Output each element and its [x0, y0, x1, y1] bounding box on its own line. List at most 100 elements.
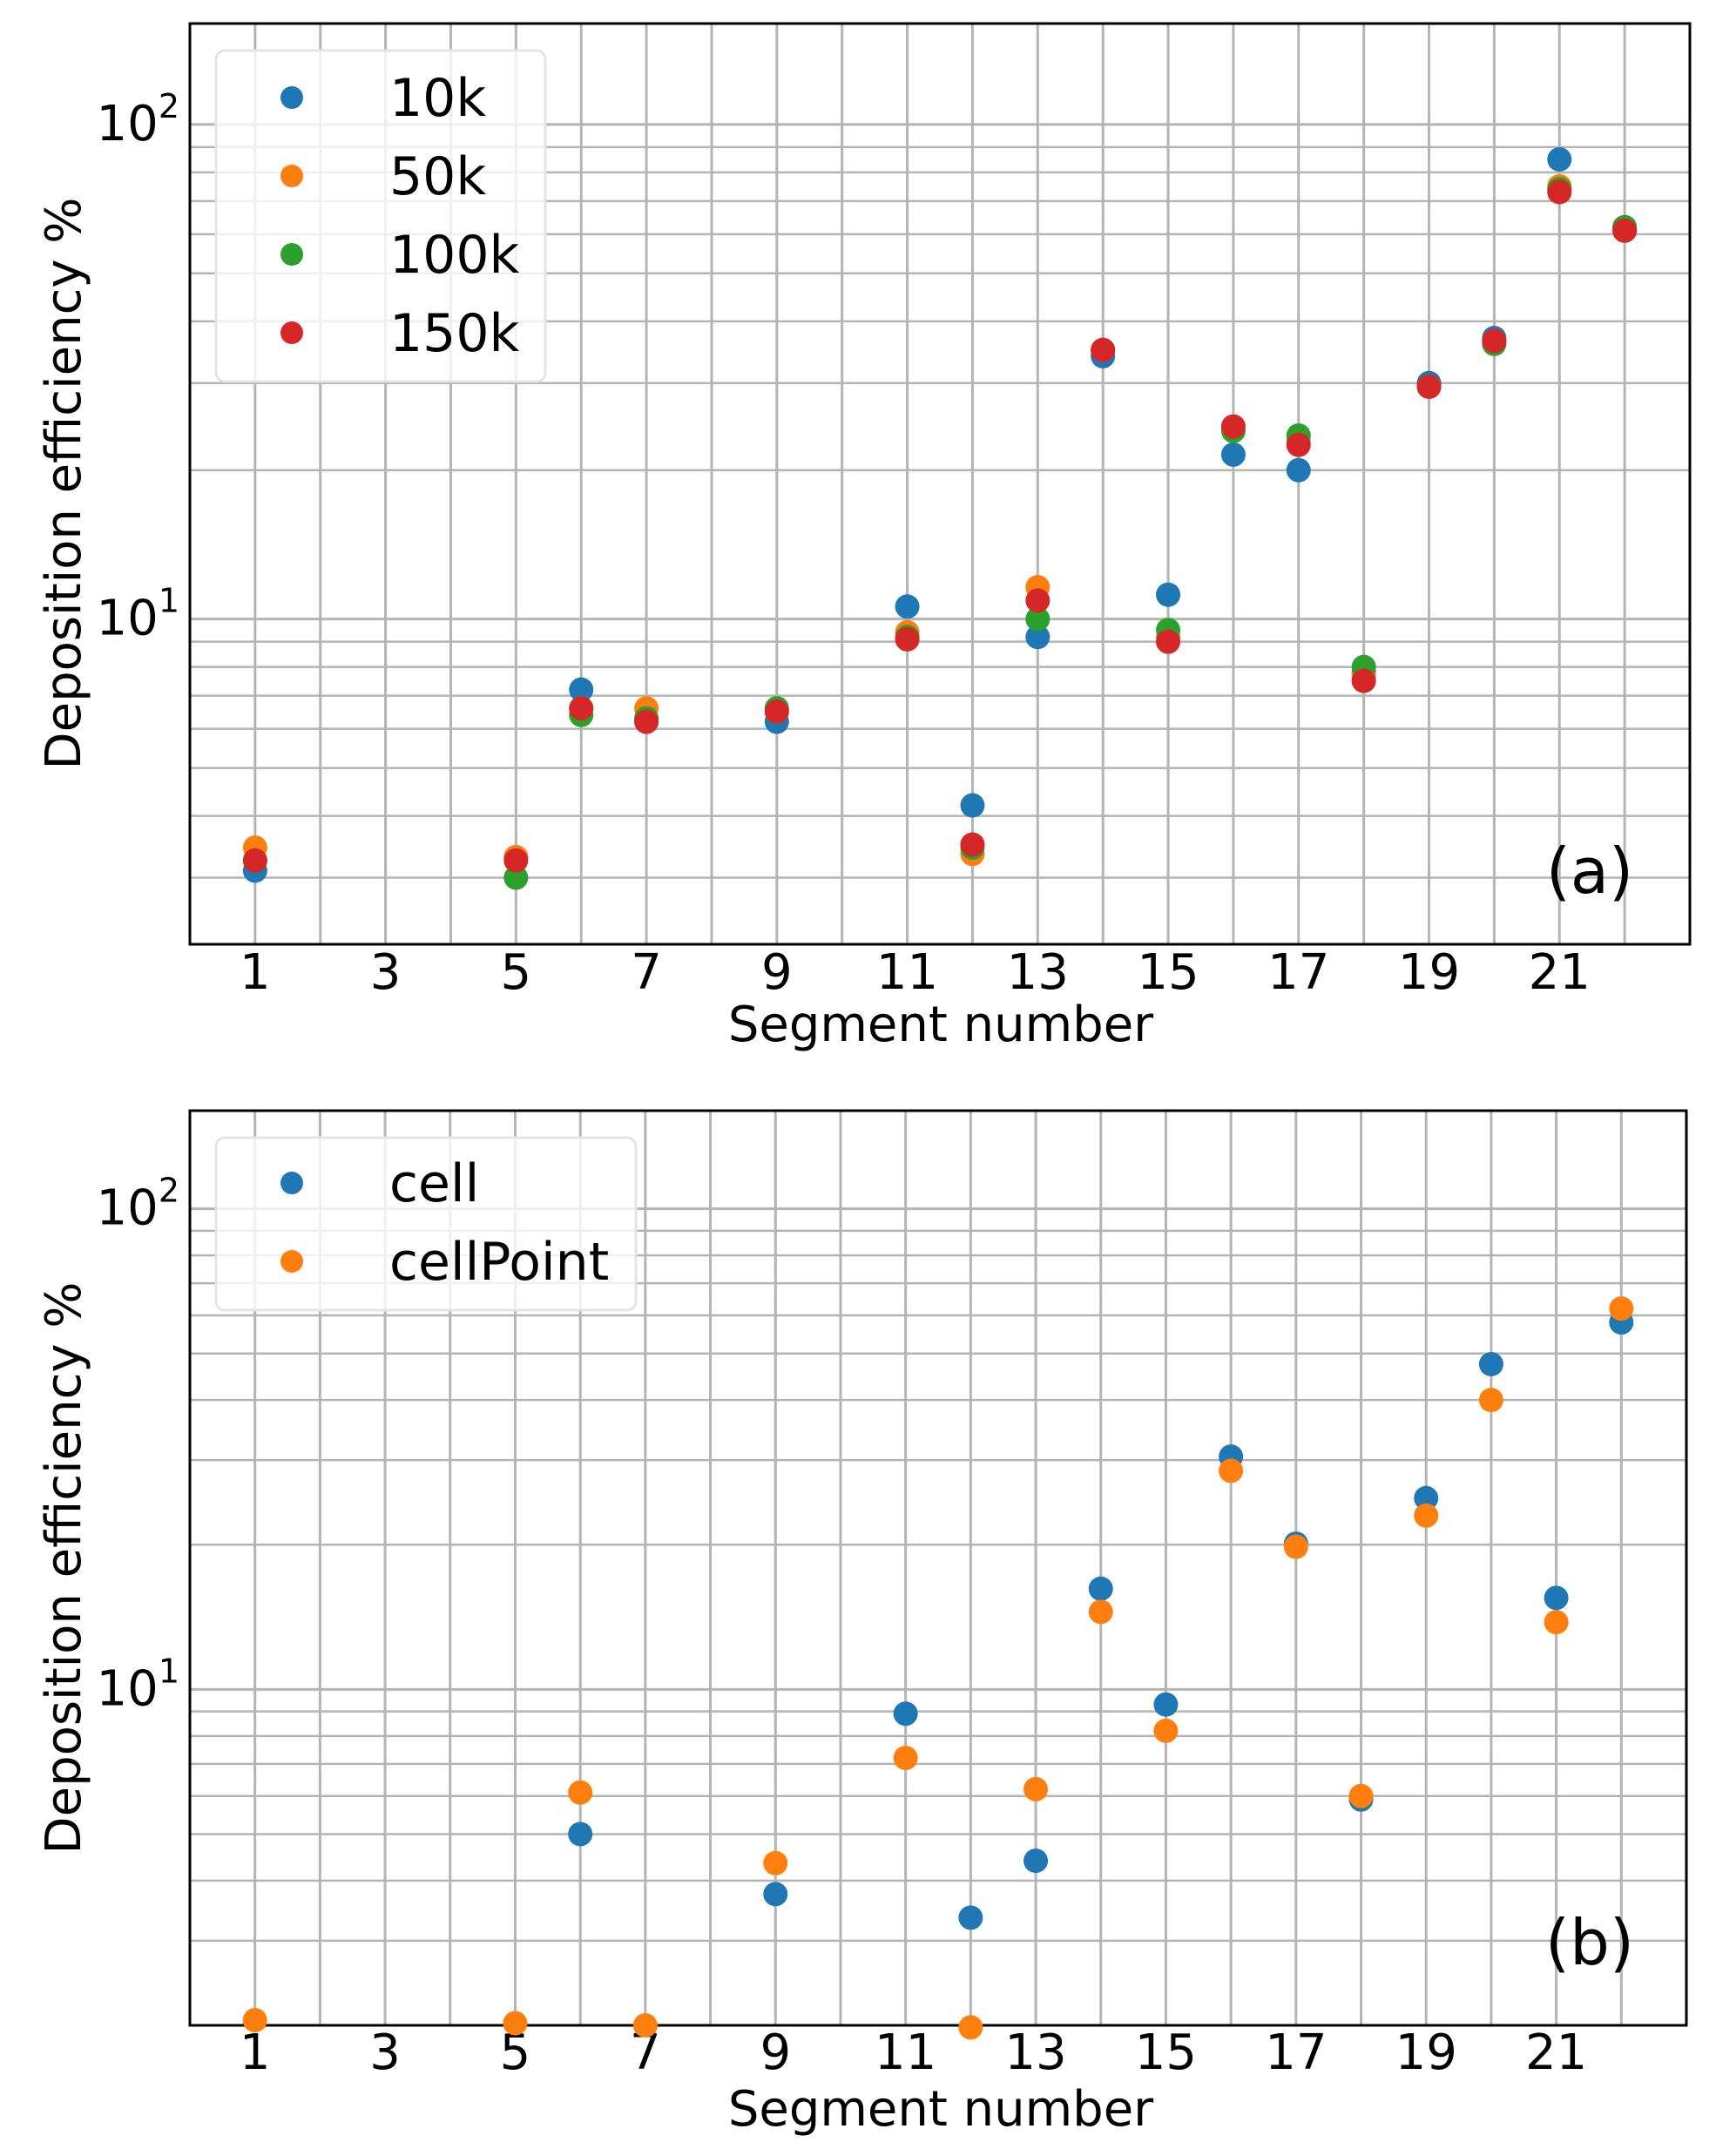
- x-tick-label: 3: [369, 2024, 401, 2081]
- x-tick-label: 21: [1525, 2024, 1587, 2081]
- series-cellPoint: [242, 1296, 1634, 2040]
- x-tick-label: 21: [1529, 944, 1591, 1001]
- data-point: [568, 1780, 593, 1805]
- data-point: [1414, 1485, 1439, 1511]
- x-tick-label: 1: [240, 2024, 271, 2081]
- x-tick-label: 19: [1398, 944, 1460, 1001]
- data-point: [1414, 1503, 1439, 1528]
- data-point: [1025, 606, 1051, 632]
- data-point: [1482, 328, 1507, 354]
- panel-a-legend: 10k 50k 100k 150k: [214, 49, 547, 383]
- data-point: [1153, 1692, 1179, 1717]
- panel-b-legend-box: [214, 1136, 638, 1312]
- data-point: [1283, 1534, 1308, 1559]
- x-tick-label: 7: [631, 944, 662, 1001]
- panel-b-label: (b): [1545, 1906, 1634, 1979]
- data-point: [1220, 442, 1246, 467]
- data-point: [1088, 1599, 1113, 1625]
- y-tick-label: 102: [97, 87, 179, 152]
- data-point: [1219, 1458, 1244, 1484]
- panel-a-grid: [190, 24, 1690, 944]
- panel-b-y-ticks: 101 102: [97, 1172, 179, 1718]
- data-point: [1478, 1351, 1503, 1376]
- panel-b-points: [242, 1296, 1634, 2040]
- data-point: [503, 2011, 528, 2036]
- x-tick-label: 9: [760, 2024, 791, 2081]
- data-point: [764, 699, 789, 724]
- panel-b-legend: cell cellPoint: [214, 1136, 638, 1312]
- data-point: [1609, 1296, 1634, 1321]
- data-point: [568, 1821, 593, 1847]
- data-point: [763, 1850, 788, 1876]
- data-point: [503, 848, 529, 873]
- data-point: [242, 848, 267, 873]
- panel-a-x-ticks: 1 3 5 7 9 11 13 15 17 19 21: [240, 944, 1591, 1001]
- data-point: [503, 865, 529, 890]
- data-point: [1544, 1610, 1569, 1635]
- data-point: [634, 709, 659, 734]
- x-tick-label: 3: [370, 944, 402, 1001]
- legend-label: cell: [389, 1153, 479, 1214]
- x-tick-label: 11: [876, 944, 938, 1001]
- panel-b-x-label: Segment number: [728, 2081, 1154, 2138]
- panel-b-x-ticks: 1 3 5 7 9 11 13 15 17 19 21: [240, 2024, 1587, 2081]
- x-tick-label: 11: [875, 2024, 936, 2081]
- data-point: [1220, 414, 1246, 439]
- panel-a-x-label: Segment number: [728, 997, 1154, 1053]
- legend-label: 100k: [389, 225, 520, 286]
- data-point: [893, 1746, 918, 1771]
- data-point: [1612, 218, 1638, 243]
- legend-marker: [280, 86, 303, 109]
- legend-marker: [280, 243, 303, 266]
- data-point: [1153, 1718, 1179, 1743]
- data-point: [1156, 629, 1181, 654]
- x-tick-label: 17: [1267, 944, 1329, 1001]
- data-point: [569, 677, 594, 702]
- panel-a-points: [242, 146, 1638, 890]
- data-point: [1547, 146, 1572, 172]
- x-tick-label: 15: [1135, 2024, 1197, 2081]
- data-point: [1351, 668, 1376, 693]
- data-point: [1091, 337, 1116, 362]
- data-point: [895, 626, 920, 652]
- data-point: [1025, 625, 1051, 650]
- data-point: [1544, 1585, 1569, 1611]
- data-point: [632, 2013, 658, 2038]
- data-point: [1024, 1776, 1049, 1801]
- panel-a-y-label: Deposition efficiency %: [36, 197, 92, 769]
- x-tick-label: 1: [240, 944, 271, 1001]
- data-point: [569, 696, 594, 721]
- panel-b-frame: [188, 1109, 1688, 2027]
- data-point: [1024, 1848, 1049, 1874]
- x-tick-label: 17: [1265, 2024, 1327, 2081]
- legend-label: cellPoint: [389, 1232, 609, 1293]
- data-point: [1286, 457, 1311, 483]
- data-point: [895, 594, 920, 619]
- legend-marker: [280, 1250, 303, 1273]
- x-tick-label: 19: [1395, 2024, 1457, 2081]
- legend-label: 10k: [389, 68, 486, 129]
- x-tick-label: 15: [1137, 944, 1199, 1001]
- x-tick-label: 9: [761, 944, 793, 1001]
- y-tick-label: 102: [97, 1172, 179, 1237]
- data-point: [1547, 179, 1572, 205]
- series-150k: [242, 179, 1638, 873]
- data-point: [1088, 1576, 1113, 1601]
- panel-b-grid: [190, 1111, 1686, 2025]
- panel-a-y-ticks: 101 102: [97, 87, 179, 647]
- data-point: [1286, 432, 1311, 457]
- data-point: [1025, 588, 1051, 613]
- legend-marker: [280, 321, 303, 344]
- data-point: [960, 832, 985, 857]
- x-tick-label: 13: [1007, 944, 1069, 1001]
- y-tick-label: 101: [97, 1652, 179, 1717]
- legend-marker: [280, 165, 303, 187]
- data-point: [958, 2015, 983, 2040]
- panel-a-legend-box: [214, 49, 547, 383]
- data-point: [958, 1905, 983, 1930]
- data-point: [893, 1701, 918, 1727]
- data-point: [960, 793, 985, 818]
- data-point: [1348, 1783, 1374, 1808]
